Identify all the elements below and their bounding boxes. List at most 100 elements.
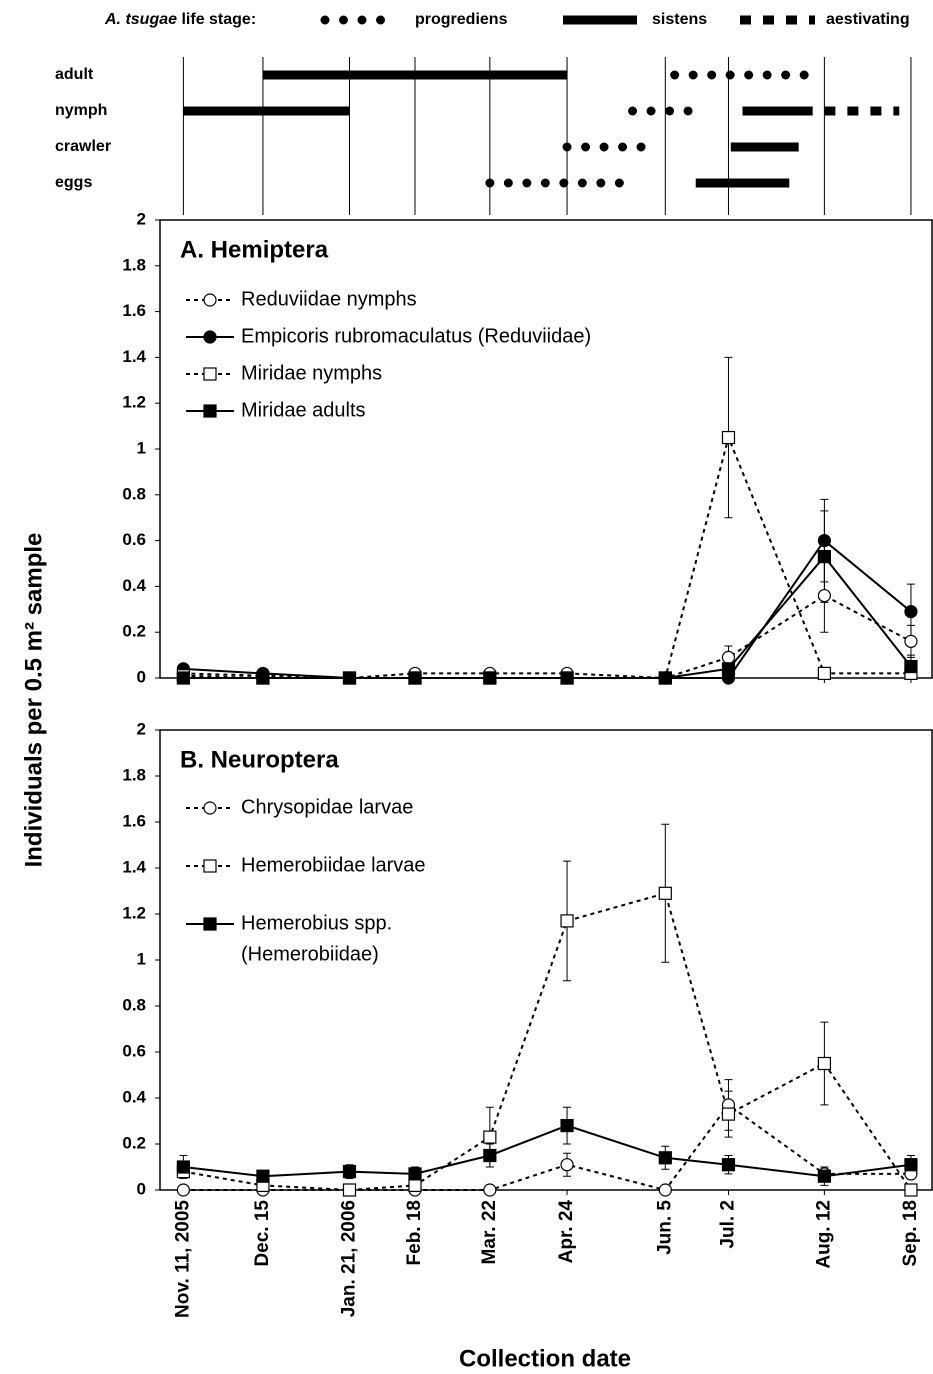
marker	[176, 1160, 190, 1174]
marker	[658, 671, 672, 685]
marker	[658, 1183, 672, 1197]
x-tick-label: Jul. 2	[717, 1200, 738, 1249]
series-line	[183, 1103, 911, 1192]
y-tick-label: 1.6	[122, 301, 146, 320]
legend-label: sistens	[652, 11, 707, 28]
marker	[342, 1183, 357, 1197]
y-tick-label: 1.8	[122, 255, 146, 274]
legend-marker	[203, 330, 217, 344]
legend-marker	[203, 917, 217, 931]
panel-title: B. Neuroptera	[180, 746, 339, 773]
marker	[817, 666, 831, 681]
y-tick-label: 0.6	[122, 530, 146, 549]
y-tick-label: 1.6	[122, 811, 146, 830]
marker	[721, 430, 736, 445]
x-tick-label: Sep. 18	[900, 1200, 921, 1267]
stage-label: adult	[55, 66, 94, 83]
marker	[256, 1169, 270, 1183]
series-line	[183, 594, 912, 680]
legend-marker	[203, 404, 217, 418]
legend-label: progrediens	[415, 11, 508, 28]
legend-label: Reduviidae nymphs	[241, 288, 417, 310]
stage-label: nymph	[55, 102, 107, 119]
x-axis-label: Collection date	[459, 1345, 631, 1372]
legend-marker	[203, 801, 217, 815]
marker	[560, 1118, 574, 1133]
y-tick-label: 0.4	[122, 576, 146, 595]
legend-label: Chrysopidae larvae	[241, 796, 413, 818]
y-tick-label: 0.8	[122, 995, 146, 1014]
y-tick-label: 0.6	[122, 1041, 146, 1060]
marker	[256, 671, 270, 685]
x-tick-label: Mar. 22	[479, 1200, 500, 1264]
legend-title-text: life stage:	[181, 11, 256, 28]
marker	[408, 671, 422, 685]
x-tick-label: Dec. 15	[252, 1200, 273, 1267]
legend-label: Miridae nymphs	[241, 362, 382, 384]
series-line	[183, 434, 911, 679]
marker	[721, 1158, 736, 1172]
legend-label: Empicoris rubromaculatus (Reduviidae)	[241, 325, 591, 347]
y-axis-label: Individuals per 0.5 m² sample	[20, 533, 47, 868]
x-tick-label: Aug. 12	[813, 1200, 834, 1269]
marker	[483, 1130, 497, 1144]
marker	[560, 1158, 574, 1172]
marker	[342, 671, 357, 685]
marker	[408, 1167, 422, 1181]
marker	[721, 1107, 736, 1121]
y-tick-label: 0	[137, 1179, 146, 1198]
legend-title-italic: A. tsugae	[104, 11, 177, 28]
legend-marker	[203, 859, 217, 873]
marker	[176, 1183, 190, 1197]
y-tick-label: 1	[137, 438, 146, 457]
y-tick-label: 2	[137, 209, 146, 228]
marker	[342, 1164, 357, 1179]
x-tick-label: Feb. 18	[404, 1200, 425, 1265]
marker	[721, 650, 736, 664]
marker	[483, 671, 497, 685]
x-tick-label: Nov. 11, 2005	[172, 1200, 193, 1318]
marker	[560, 914, 574, 928]
legend-label: Hemerobiidae larvae	[241, 854, 426, 876]
marker	[904, 634, 918, 648]
legend-label: (Hemerobiidae)	[241, 943, 379, 965]
marker	[904, 1158, 918, 1172]
y-tick-label: 0.2	[122, 1133, 146, 1152]
marker	[817, 533, 831, 548]
marker	[560, 671, 574, 685]
marker	[176, 671, 190, 685]
stage-label: crawler	[55, 138, 111, 155]
marker	[721, 662, 736, 676]
y-tick-label: 2	[137, 719, 146, 738]
legend-label: aestivating	[826, 11, 910, 28]
y-tick-label: 1.4	[122, 347, 146, 366]
series-line	[183, 555, 912, 679]
y-tick-label: 0	[137, 667, 146, 686]
marker	[658, 886, 672, 900]
series-line	[183, 892, 912, 1192]
x-tick-label: Jun. 5	[654, 1200, 675, 1255]
y-tick-label: 0.8	[122, 484, 146, 503]
marker	[817, 1169, 831, 1183]
marker	[904, 659, 918, 674]
panel-title: A. Hemiptera	[180, 236, 329, 263]
marker	[817, 550, 831, 564]
legend-label: Hemerobius spp.	[241, 912, 392, 934]
y-tick-label: 1.2	[122, 903, 146, 922]
y-tick-label: 1	[137, 949, 146, 968]
series-line	[183, 1124, 912, 1178]
marker	[658, 1151, 672, 1165]
marker	[408, 1178, 422, 1193]
y-tick-label: 1.8	[122, 765, 146, 784]
legend-title: A. tsugae life stage:	[104, 11, 256, 28]
marker	[904, 604, 918, 619]
stage-label: eggs	[55, 174, 92, 191]
marker	[483, 1183, 497, 1197]
y-tick-label: 0.2	[122, 622, 146, 641]
x-tick-label: Jan. 21, 2006	[339, 1200, 360, 1317]
legend-label: Miridae adults	[241, 399, 366, 421]
y-tick-label: 1.4	[122, 857, 146, 876]
marker	[483, 1148, 497, 1163]
marker	[817, 588, 831, 603]
